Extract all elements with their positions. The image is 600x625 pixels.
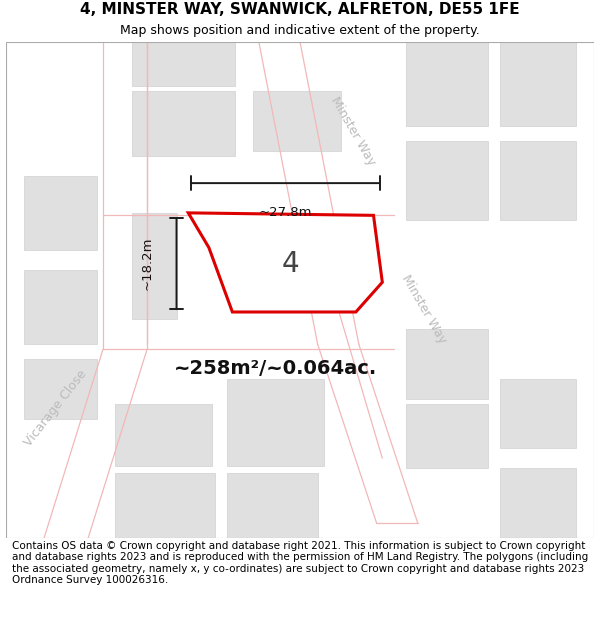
Polygon shape — [23, 270, 97, 344]
Text: Contains OS data © Crown copyright and database right 2021. This information is : Contains OS data © Crown copyright and d… — [12, 541, 588, 586]
Polygon shape — [500, 468, 577, 538]
Text: 4: 4 — [281, 249, 299, 278]
Text: ~258m²/~0.064ac.: ~258m²/~0.064ac. — [173, 359, 377, 379]
Text: 4, MINSTER WAY, SWANWICK, ALFRETON, DE55 1FE: 4, MINSTER WAY, SWANWICK, ALFRETON, DE55… — [80, 2, 520, 17]
Text: Vicarage Close: Vicarage Close — [22, 368, 90, 449]
Text: ~27.8m: ~27.8m — [259, 206, 312, 219]
Polygon shape — [133, 42, 235, 86]
Polygon shape — [115, 404, 212, 466]
Text: ~18.2m: ~18.2m — [140, 237, 154, 291]
Polygon shape — [227, 379, 323, 466]
Polygon shape — [406, 42, 488, 126]
Polygon shape — [23, 359, 97, 419]
Polygon shape — [500, 42, 577, 126]
Text: Map shows position and indicative extent of the property.: Map shows position and indicative extent… — [120, 24, 480, 36]
Polygon shape — [253, 91, 341, 151]
Polygon shape — [115, 473, 215, 538]
Polygon shape — [23, 176, 97, 250]
Text: Minster Way: Minster Way — [328, 94, 378, 168]
Polygon shape — [406, 329, 488, 399]
Polygon shape — [500, 141, 577, 220]
Polygon shape — [500, 379, 577, 448]
Polygon shape — [188, 213, 382, 312]
Polygon shape — [133, 91, 235, 156]
Polygon shape — [406, 141, 488, 220]
Polygon shape — [227, 473, 317, 538]
Polygon shape — [406, 404, 488, 468]
Text: Minster Way: Minster Way — [398, 273, 448, 346]
Polygon shape — [133, 213, 176, 319]
